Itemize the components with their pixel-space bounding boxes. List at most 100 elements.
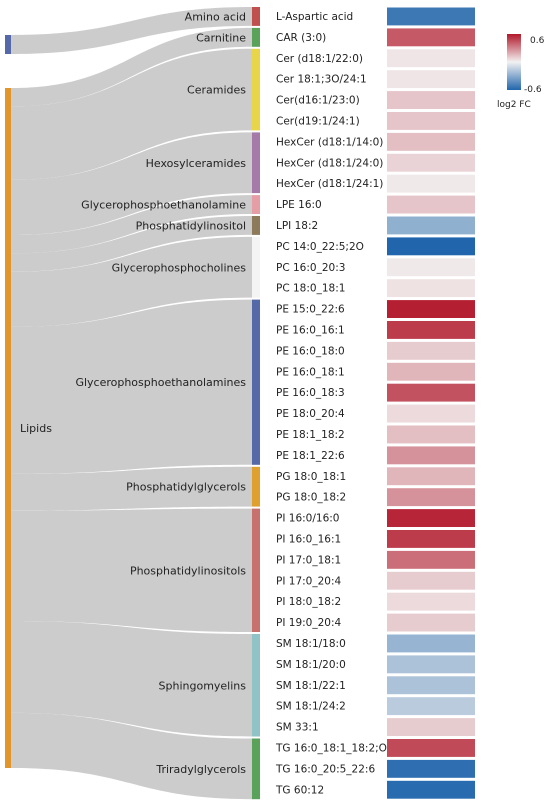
heat-cell-24 (387, 509, 475, 527)
metabolite-label-16: PE 16:0_18:0 (276, 345, 345, 357)
class-label-8: Phosphatidylglycerols (126, 481, 246, 494)
metabolite-label-4: Cer(d16:1/23:0) (276, 95, 360, 107)
heat-cell-37 (387, 780, 475, 799)
heat-cell-35 (387, 739, 475, 757)
legend-min-label: -0.6 (524, 85, 542, 95)
row-connector-29 (260, 614, 270, 631)
class-node-2 (252, 48, 260, 131)
row-connector-36 (260, 760, 270, 778)
link-5 (11, 216, 252, 272)
metabolite-label-8: HexCer (d18:1/24:1) (276, 178, 383, 190)
metabolite-label-26: PI 17:0_18:1 (276, 554, 341, 566)
metabolite-label-18: PE 16:0_18:3 (276, 387, 345, 399)
class-label-5: Phosphatidylinositol (136, 219, 246, 232)
row-connector-0 (260, 8, 270, 25)
class-node-3 (252, 132, 260, 194)
row-connector-28 (260, 593, 270, 611)
heat-cell-25 (387, 530, 475, 548)
class-label-3: Hexosylceramides (146, 157, 247, 170)
metabolite-label-1: CAR (3:0) (276, 32, 326, 44)
class-node-6 (252, 236, 260, 298)
heat-cell-15 (387, 321, 475, 339)
heat-cell-3 (387, 70, 475, 89)
row-connector-14 (260, 300, 270, 318)
heat-cell-28 (387, 592, 475, 611)
class-node-8 (252, 466, 260, 507)
row-connector-11 (260, 237, 270, 255)
root-node-lipids (5, 88, 11, 768)
legend-title: log2 FC (497, 100, 531, 110)
row-connector-8 (260, 175, 270, 193)
row-connector-16 (260, 342, 270, 360)
metabolite-label-37: TG 60:12 (275, 784, 324, 796)
metabolite-label-9: LPE 16:0 (276, 199, 322, 211)
metabolite-label-19: PE 18:0_20:4 (276, 408, 345, 420)
class-node-0 (252, 7, 260, 26)
metabolite-label-30: SM 18:1/18:0 (276, 638, 346, 650)
heat-cell-29 (387, 613, 475, 632)
link-11 (11, 712, 252, 800)
metabolite-label-7: HexCer (d18:1/24:0) (276, 157, 383, 169)
heat-cell-16 (387, 341, 475, 360)
metabolite-label-2: Cer (d18:1/22:0) (276, 53, 363, 65)
heat-cell-12 (387, 258, 475, 277)
color-legend: 0.6 -0.6 log2 FC (497, 34, 545, 110)
link-7 (11, 299, 252, 474)
class-node-1 (252, 27, 260, 47)
heat-cell-10 (387, 216, 475, 235)
metabolite-label-36: TG 16:0_20:5_22:6 (275, 763, 375, 775)
row-connector-13 (260, 279, 270, 297)
class-node-4 (252, 195, 260, 214)
metabolite-label-17: PE 16:0_18:1 (276, 366, 345, 378)
row-connector-30 (260, 635, 270, 652)
row-connector-3 (260, 70, 270, 88)
row-connector-35 (260, 739, 270, 757)
link-2 (11, 48, 252, 180)
metabolite-label-11: PC 14:0_22:5;2O (276, 241, 364, 253)
row-connector-12 (260, 258, 270, 276)
metabolite-label-13: PC 18:0_18:1 (276, 283, 345, 295)
metabolite-label-5: Cer(d19:1/24:1) (276, 116, 360, 128)
row-connector-19 (260, 405, 270, 422)
row-connector-2 (260, 49, 270, 67)
row-connector-10 (260, 217, 270, 234)
metabolite-label-28: PI 18:0_18:2 (276, 596, 341, 608)
class-node-7 (252, 299, 260, 465)
link-0 (11, 7, 252, 54)
link-3 (11, 132, 252, 236)
heat-cell-22 (387, 467, 475, 486)
heat-cell-21 (387, 446, 475, 465)
heat-cell-33 (387, 697, 475, 716)
row-connector-7 (260, 154, 270, 172)
row-connector-37 (260, 781, 270, 799)
link-8 (11, 466, 252, 511)
row-connector-31 (260, 655, 270, 673)
heat-cell-13 (387, 279, 475, 298)
row-connector-32 (260, 676, 270, 694)
row-connector-6 (260, 133, 270, 151)
heat-cell-17 (387, 362, 475, 381)
link-10 (11, 620, 252, 737)
heat-cell-31 (387, 655, 475, 674)
row-connector-1 (260, 28, 270, 46)
heat-cell-6 (387, 132, 475, 151)
row-connector-22 (260, 467, 270, 485)
heat-cell-27 (387, 571, 475, 590)
class-label-6: Glycerophosphocholines (112, 261, 247, 274)
heat-cell-14 (387, 300, 475, 318)
heat-cell-19 (387, 404, 475, 423)
row-connector-34 (260, 718, 270, 736)
metabolite-label-22: PG 18:0_18:1 (276, 471, 346, 483)
metabolite-label-24: PI 16:0/16:0 (276, 513, 339, 525)
heat-cell-5 (387, 112, 475, 130)
heat-cell-1 (387, 28, 475, 47)
row-connector-4 (260, 91, 270, 109)
class-label-11: Triradylglycerols (155, 763, 246, 776)
class-node-10 (252, 634, 260, 737)
heat-cell-18 (387, 383, 475, 402)
row-connector-25 (260, 530, 270, 548)
legend-max-label: 0.6 (530, 36, 545, 46)
row-connector-18 (260, 384, 270, 402)
class-label-10: Sphingomyelins (159, 679, 247, 692)
